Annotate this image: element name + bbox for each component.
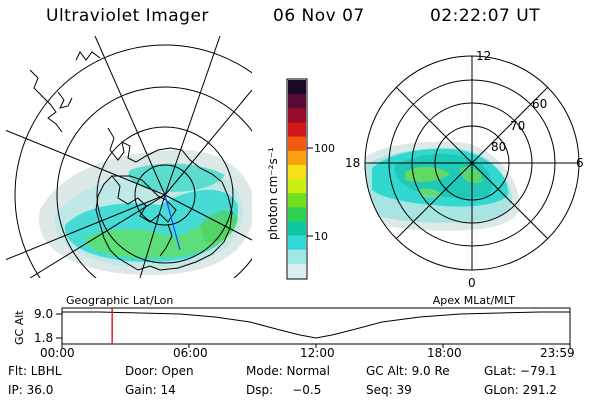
timeline-y-label: GC Alt: [13, 310, 26, 345]
glat-label: GLat: −79.1: [484, 364, 557, 378]
sun-meridian-line: [164, 194, 181, 251]
right-aurora-oval: [365, 141, 520, 231]
colorbar-swatch: [288, 235, 306, 251]
timeline-x-tick-label: 12:00: [300, 346, 335, 360]
colorbar: 100 10 photon cm⁻²s⁻¹: [266, 78, 335, 280]
colorbar-swatch: [288, 136, 306, 152]
colorbar-swatch: [288, 193, 306, 208]
lat-lon-grid: [6, 36, 252, 278]
app-title: Ultraviolet Imager: [46, 6, 209, 26]
mlat-label-80: 80: [491, 140, 506, 154]
colorbar-swatch: [288, 164, 306, 180]
geographic-map: [6, 36, 252, 278]
mode-label: Mode: Normal: [246, 364, 330, 378]
mlt-label-right: 6: [576, 156, 584, 170]
timeline-x-tick-label: 23:59: [540, 346, 575, 360]
mlt-label-bottom: 0: [468, 276, 476, 290]
mlat-label-60: 60: [532, 97, 547, 111]
date-label: 06 Nov 07: [273, 6, 365, 26]
ip-label: IP: 36.0: [8, 383, 54, 397]
timeline-x-ticks: 00:00 06:00 12:00 18:00 23:59: [40, 344, 575, 360]
timeline-x-tick-label: 06:00: [173, 346, 208, 360]
gain-label: Gain: 14: [125, 383, 176, 397]
colorbar-swatch: [288, 221, 306, 237]
gc-alt-label: GC Alt: 9.0 Re: [366, 364, 450, 378]
mlat-label-70: 70: [510, 119, 525, 133]
colorbar-tick-100: 100: [314, 142, 335, 155]
timeline-x-tick-label: 18:00: [427, 346, 462, 360]
time-label: 02:22:07 UT: [430, 6, 541, 26]
altitude-curve: [62, 311, 570, 339]
colorbar-swatch: [288, 207, 306, 222]
colorbar-swatch: [288, 249, 306, 265]
coastlines: [29, 51, 233, 271]
colorbar-swatch: [288, 150, 306, 166]
colorbar-swatch: [288, 80, 306, 95]
colorbar-swatch: [288, 94, 306, 109]
door-label: Door: Open: [125, 364, 194, 378]
colorbar-frame: [286, 78, 308, 280]
mlt-label-left: 18: [345, 156, 360, 170]
altitude-timeline: GC Alt 9.0 1.8 00:00 06:00 12:00 18:00 23:59: [13, 307, 575, 360]
timeline-x-tick-label: 00:00: [40, 346, 75, 360]
dsp-label: Dsp: −0.5: [246, 383, 322, 397]
mlt-label-top: 12: [476, 49, 491, 63]
left-aurora-oval: [38, 150, 252, 275]
glon-label: GLon: 291.2: [484, 383, 557, 397]
colorbar-swatch: [288, 263, 306, 279]
seq-label: Seq: 39: [366, 383, 412, 397]
colorbar-unit-label: photon cm⁻²s⁻¹: [266, 147, 280, 240]
mlt-polar-plot: 12 18 6 0 60 70 80: [345, 49, 584, 290]
colorbar-swatch: [288, 179, 306, 194]
filter-label: Flt: LBHL: [8, 364, 62, 378]
colorbar-tick-10: 10: [314, 230, 328, 243]
right-caption: Apex MLat/MLT: [433, 294, 516, 307]
colorbar-swatch: [288, 108, 306, 123]
timeline-y-tick-high: 9.0: [34, 307, 53, 321]
left-caption: Geographic Lat/Lon: [66, 294, 173, 307]
colorbar-swatch: [288, 122, 306, 138]
timeline-y-tick-low: 1.8: [34, 331, 53, 345]
